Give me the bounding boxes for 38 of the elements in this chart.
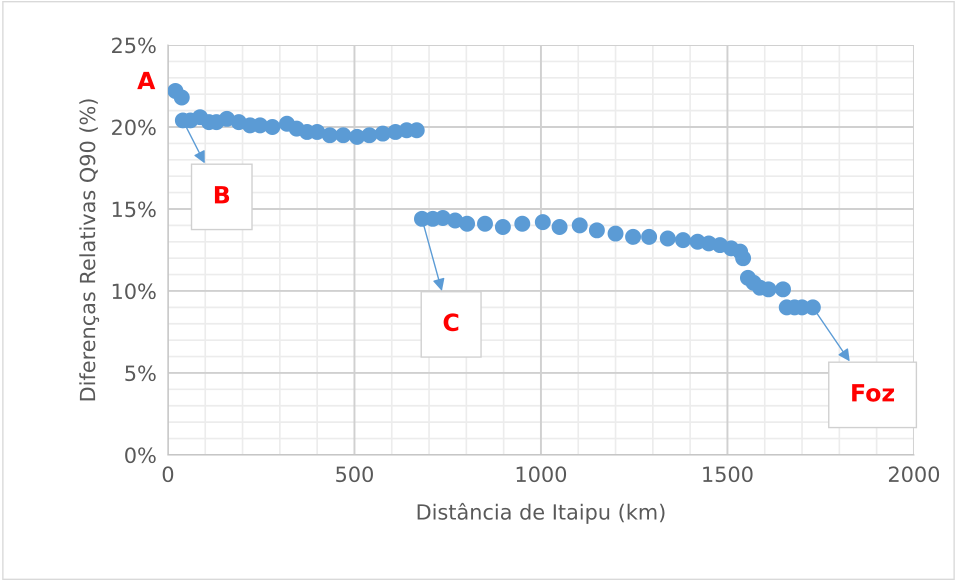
point bbox=[335, 127, 352, 144]
point bbox=[588, 222, 605, 238]
point bbox=[361, 127, 378, 144]
point bbox=[514, 216, 530, 232]
y-tick-label: 25% bbox=[112, 37, 156, 54]
y-tick-label: 5% bbox=[125, 365, 156, 382]
point bbox=[660, 230, 676, 246]
x-tick-label: 500 bbox=[336, 466, 373, 482]
point bbox=[775, 281, 791, 298]
y-tick-label: 15% bbox=[112, 201, 156, 218]
point bbox=[459, 216, 476, 232]
x-tick-label: 0 bbox=[162, 466, 174, 482]
point bbox=[552, 219, 568, 235]
point bbox=[174, 90, 190, 106]
point bbox=[675, 232, 692, 248]
y-tick-label: 0% bbox=[125, 447, 156, 464]
x-tick-label: 1000 bbox=[516, 466, 566, 482]
point bbox=[374, 126, 391, 142]
annotation: C bbox=[444, 313, 458, 332]
point bbox=[641, 228, 658, 245]
x-tick-label: 2000 bbox=[888, 466, 940, 482]
y-axis-title: Diferenças Relativas Q90 (%) bbox=[79, 99, 100, 400]
y-tick-label: 10% bbox=[112, 283, 156, 300]
point bbox=[322, 127, 338, 144]
annotation: B bbox=[214, 186, 230, 204]
y-tick-label: 20% bbox=[112, 119, 156, 136]
point bbox=[494, 219, 511, 235]
annotation: Foz bbox=[852, 384, 894, 402]
point bbox=[572, 217, 588, 234]
x-tick-label: 1500 bbox=[703, 466, 753, 482]
point bbox=[735, 250, 752, 266]
point bbox=[264, 119, 280, 135]
point bbox=[534, 214, 551, 230]
annotation: A bbox=[137, 72, 156, 90]
point bbox=[477, 216, 493, 232]
point bbox=[625, 228, 642, 245]
x-axis-title: Distância de Itaipu (km) bbox=[418, 502, 664, 524]
point bbox=[608, 226, 624, 242]
